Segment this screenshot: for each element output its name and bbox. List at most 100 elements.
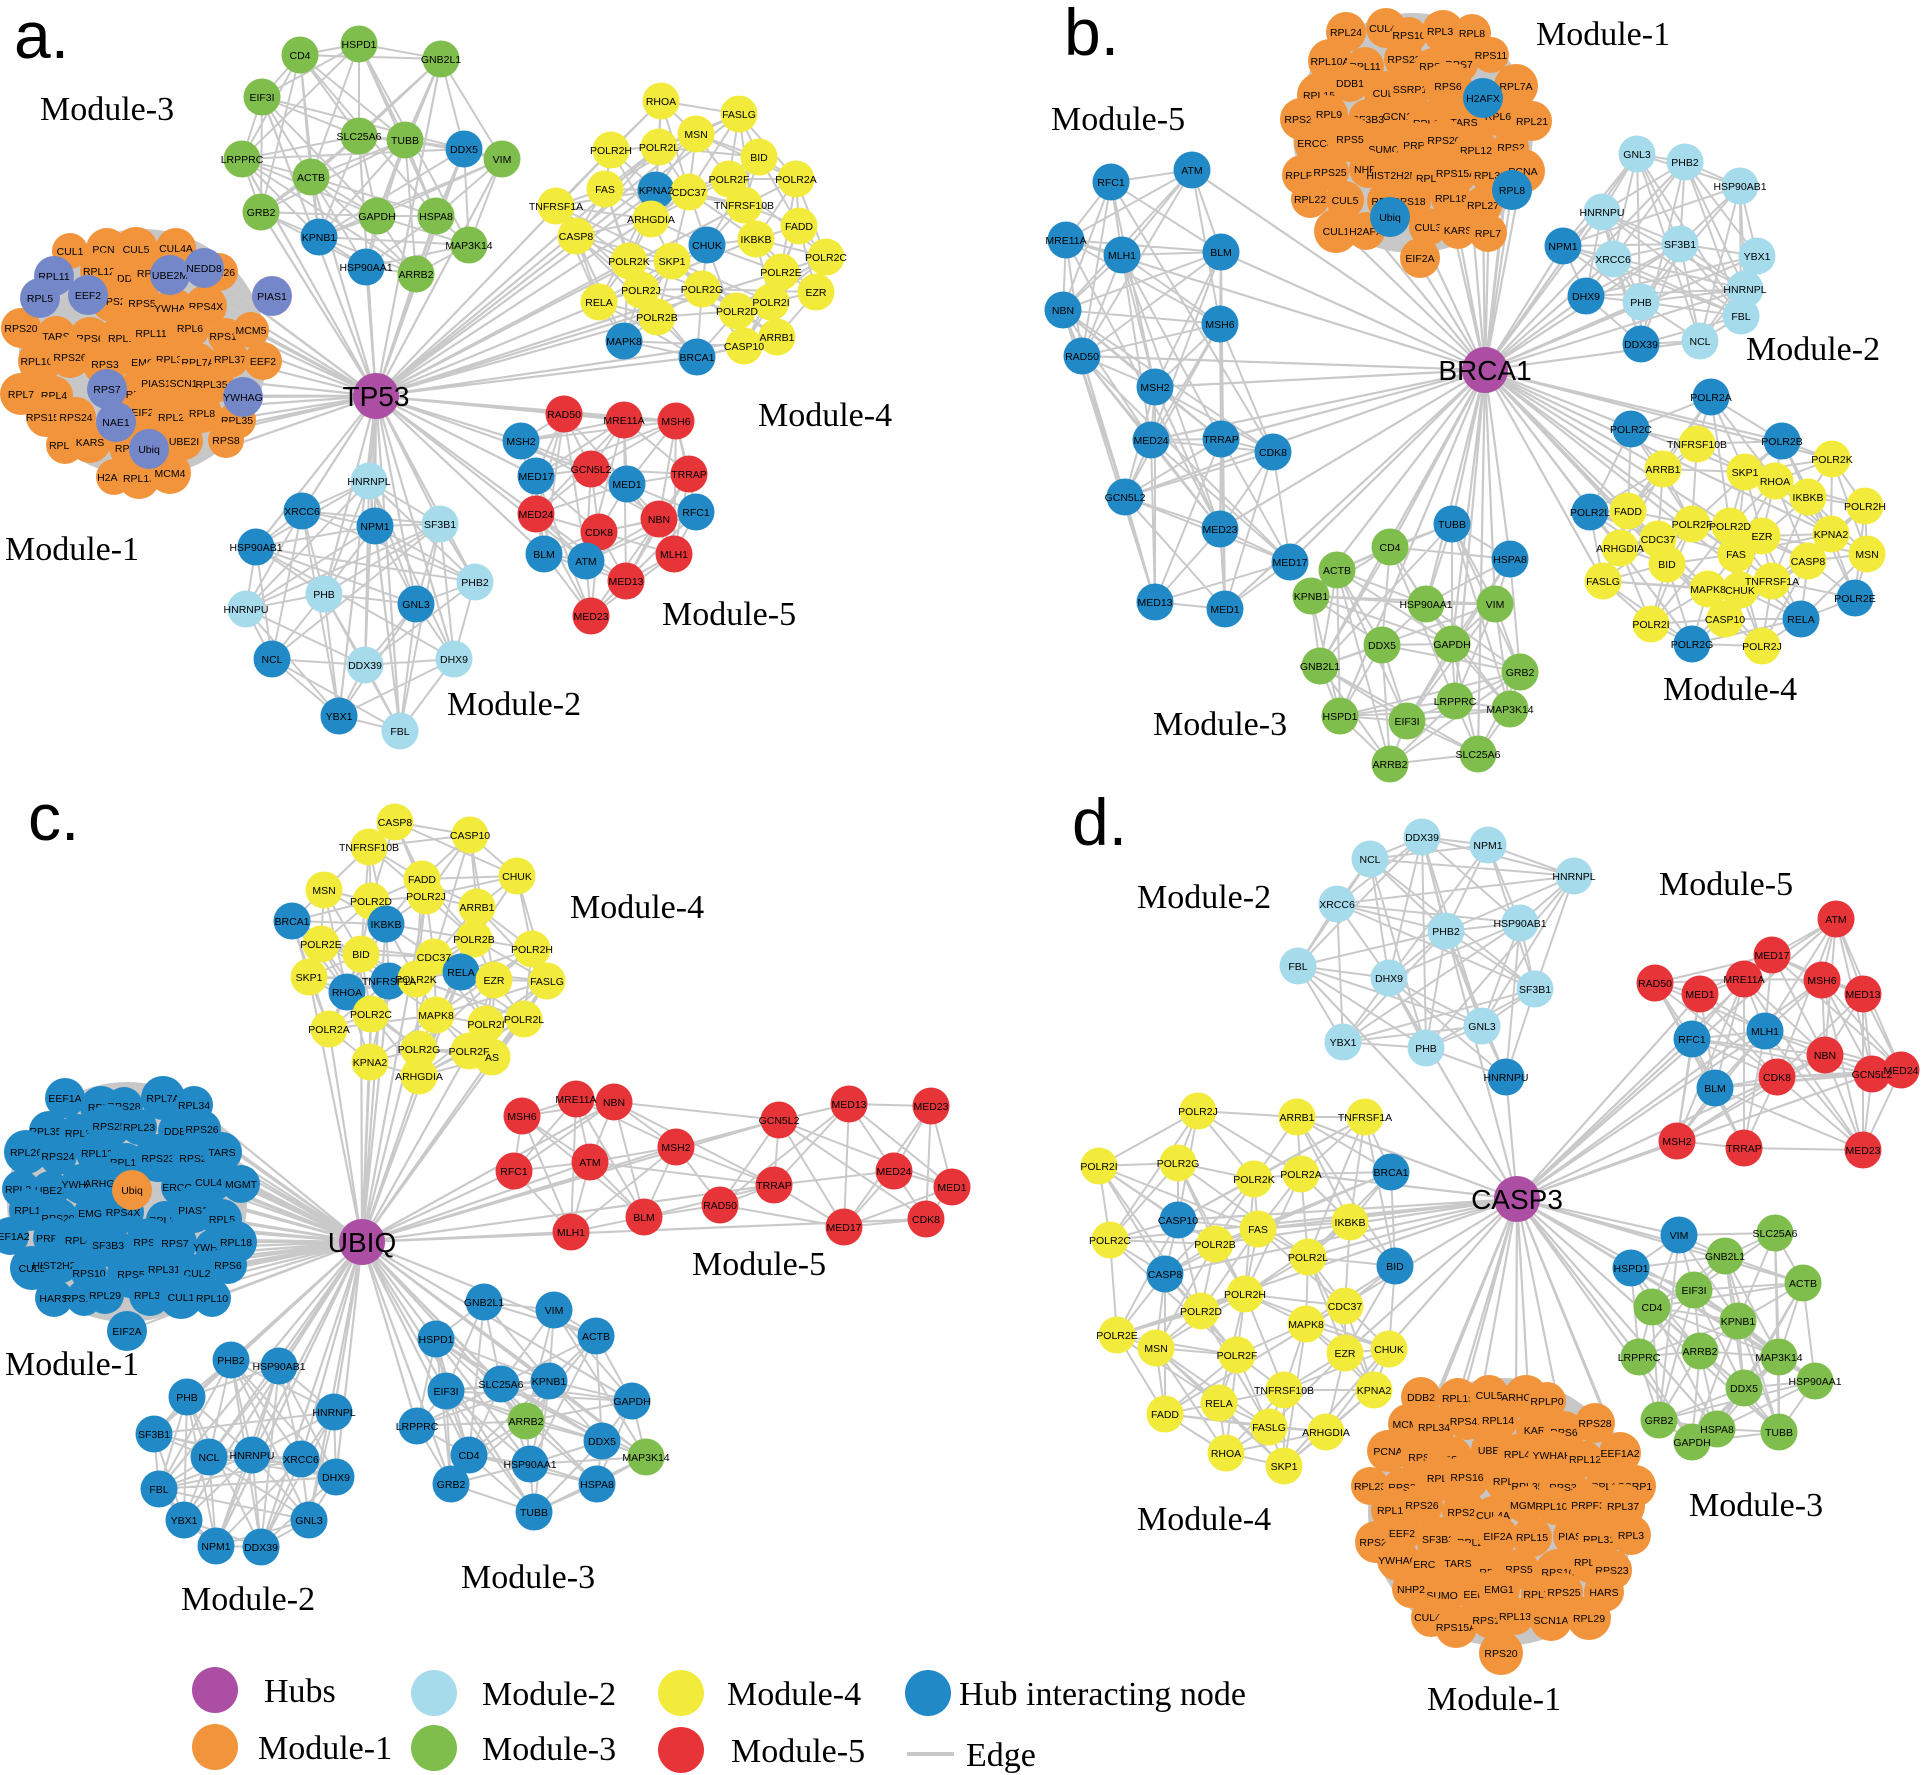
svg-text:FADD: FADD bbox=[1151, 1409, 1179, 1421]
svg-text:Edge: Edge bbox=[966, 1737, 1036, 1774]
svg-text:POLR2H: POLR2H bbox=[511, 944, 553, 956]
svg-text:RPS10: RPS10 bbox=[72, 1268, 105, 1280]
svg-text:RPS16: RPS16 bbox=[1450, 1472, 1483, 1484]
svg-text:RPS25: RPS25 bbox=[92, 1121, 125, 1133]
svg-text:XRCC6: XRCC6 bbox=[283, 1454, 319, 1466]
svg-text:RFC1: RFC1 bbox=[1097, 177, 1125, 189]
svg-text:POLR2J: POLR2J bbox=[1742, 641, 1782, 653]
svg-text:RPS26: RPS26 bbox=[185, 1124, 218, 1136]
svg-text:RPL23: RPL23 bbox=[1354, 1481, 1386, 1493]
svg-text:EIF2A: EIF2A bbox=[1405, 253, 1434, 265]
svg-text:MAP3K14: MAP3K14 bbox=[1486, 704, 1533, 716]
svg-text:XRCC6: XRCC6 bbox=[1595, 254, 1631, 266]
svg-text:ACTB: ACTB bbox=[297, 172, 325, 184]
svg-text:TNFRSF1A: TNFRSF1A bbox=[362, 976, 416, 988]
svg-text:MAP3K14: MAP3K14 bbox=[622, 1452, 669, 1464]
svg-text:Module-2: Module-2 bbox=[482, 1676, 616, 1713]
svg-text:XRCC6: XRCC6 bbox=[1319, 899, 1355, 911]
svg-text:AS: AS bbox=[485, 1052, 499, 1064]
svg-text:EEF2: EEF2 bbox=[1389, 1528, 1415, 1540]
svg-text:SF3B1: SF3B1 bbox=[424, 519, 456, 531]
svg-text:MED17: MED17 bbox=[1272, 557, 1307, 569]
svg-text:NAE1: NAE1 bbox=[102, 417, 130, 429]
svg-text:POLR2B: POLR2B bbox=[1194, 1239, 1235, 1251]
svg-text:RPS20: RPS20 bbox=[1427, 135, 1460, 147]
svg-text:MED17: MED17 bbox=[1754, 950, 1789, 962]
svg-text:RFC1: RFC1 bbox=[682, 507, 710, 519]
svg-text:HSP90AB1: HSP90AB1 bbox=[252, 1361, 305, 1373]
svg-text:NBN: NBN bbox=[1052, 305, 1074, 317]
svg-text:RFC1: RFC1 bbox=[500, 1166, 528, 1178]
svg-text:MAPK8: MAPK8 bbox=[606, 336, 642, 348]
svg-text:VIM: VIM bbox=[1486, 599, 1505, 611]
svg-text:FADD: FADD bbox=[408, 874, 436, 886]
svg-text:MSH6: MSH6 bbox=[661, 416, 690, 428]
svg-text:BLM: BLM bbox=[533, 549, 555, 561]
svg-text:EZR: EZR bbox=[1752, 531, 1773, 543]
svg-text:CHUK: CHUK bbox=[1374, 1344, 1404, 1356]
svg-text:RPL18: RPL18 bbox=[1435, 193, 1467, 205]
svg-text:Module-5: Module-5 bbox=[731, 1733, 865, 1770]
svg-text:Module-5: Module-5 bbox=[1659, 866, 1793, 903]
svg-text:Module-3: Module-3 bbox=[482, 1731, 616, 1768]
svg-text:RPL10: RPL10 bbox=[1377, 1505, 1409, 1517]
svg-text:RPL4: RPL4 bbox=[65, 1235, 91, 1247]
svg-text:ARRB1: ARRB1 bbox=[1279, 1112, 1314, 1124]
svg-text:Module-2: Module-2 bbox=[181, 1581, 315, 1618]
svg-text:ARHGDIA: ARHGDIA bbox=[627, 214, 675, 226]
svg-text:RPL15: RPL15 bbox=[1516, 1532, 1548, 1544]
svg-text:FADD: FADD bbox=[785, 221, 813, 233]
svg-text:VIM: VIM bbox=[1670, 1230, 1689, 1242]
svg-text:Module-1: Module-1 bbox=[1536, 16, 1670, 53]
svg-text:RPS23: RPS23 bbox=[1387, 54, 1420, 66]
svg-text:SKP1: SKP1 bbox=[1732, 467, 1759, 479]
svg-text:POLR2E: POLR2E bbox=[1834, 593, 1875, 605]
svg-text:POLR2A: POLR2A bbox=[1690, 392, 1731, 404]
svg-text:CD4: CD4 bbox=[1641, 1302, 1662, 1314]
svg-text:Module-5: Module-5 bbox=[662, 596, 796, 633]
svg-text:GCN5L2: GCN5L2 bbox=[1852, 1069, 1893, 1081]
svg-text:RPS24: RPS24 bbox=[41, 1151, 74, 1163]
svg-text:BLM: BLM bbox=[1210, 247, 1232, 259]
svg-text:POLR2C: POLR2C bbox=[1610, 424, 1652, 436]
svg-text:POLR2B: POLR2B bbox=[453, 934, 494, 946]
svg-text:DDB2: DDB2 bbox=[1407, 1392, 1435, 1404]
svg-text:TP53: TP53 bbox=[343, 381, 410, 412]
svg-text:CDK8: CDK8 bbox=[1259, 447, 1287, 459]
svg-text:MLH1: MLH1 bbox=[1751, 1026, 1779, 1038]
svg-text:YBX1: YBX1 bbox=[326, 711, 353, 723]
svg-text:POLR2H: POLR2H bbox=[1844, 501, 1886, 513]
svg-text:POLR2F: POLR2F bbox=[709, 174, 750, 186]
svg-text:MRE11A: MRE11A bbox=[603, 415, 644, 427]
svg-text:RAD50: RAD50 bbox=[1638, 978, 1672, 990]
svg-text:GRB2: GRB2 bbox=[1645, 1415, 1674, 1427]
svg-text:POLR2D: POLR2D bbox=[716, 306, 758, 318]
svg-text:HNRNPL: HNRNPL bbox=[1723, 284, 1766, 296]
svg-text:BLM: BLM bbox=[633, 1212, 655, 1224]
svg-text:FAS: FAS bbox=[595, 184, 615, 196]
svg-text:SLC25A6: SLC25A6 bbox=[479, 1379, 524, 1391]
svg-text:RPLP0: RPLP0 bbox=[1285, 170, 1318, 182]
svg-text:MSN: MSN bbox=[1144, 1343, 1167, 1355]
svg-text:MED13: MED13 bbox=[1137, 597, 1172, 609]
svg-text:RPS15A: RPS15A bbox=[26, 412, 66, 424]
svg-text:Ubiq: Ubiq bbox=[1379, 212, 1401, 224]
svg-text:YWHAH: YWHAH bbox=[1532, 1450, 1571, 1462]
svg-text:HSP90AA1: HSP90AA1 bbox=[1788, 1376, 1841, 1388]
svg-text:ARRB1: ARRB1 bbox=[1645, 464, 1680, 476]
svg-text:BLM: BLM bbox=[1704, 1083, 1726, 1095]
svg-text:HARS: HARS bbox=[1589, 1587, 1618, 1599]
svg-text:RPS20: RPS20 bbox=[1484, 1648, 1517, 1660]
svg-text:EIF3I: EIF3I bbox=[1394, 716, 1419, 728]
svg-text:TRRAP: TRRAP bbox=[671, 469, 707, 481]
svg-text:DHX9: DHX9 bbox=[322, 1472, 350, 1484]
svg-text:EIF3I: EIF3I bbox=[249, 92, 274, 104]
svg-text:RPL12: RPL12 bbox=[1460, 145, 1492, 157]
svg-text:RELA: RELA bbox=[1787, 614, 1814, 626]
svg-text:RPS3: RPS3 bbox=[91, 359, 119, 371]
svg-text:EEF1A2: EEF1A2 bbox=[0, 1231, 30, 1243]
svg-text:RPL8: RPL8 bbox=[1499, 185, 1525, 197]
svg-text:Module-3: Module-3 bbox=[1689, 1487, 1823, 1524]
svg-text:HNRNPU: HNRNPU bbox=[230, 1450, 275, 1462]
svg-text:RPS24: RPS24 bbox=[1447, 1507, 1480, 1519]
